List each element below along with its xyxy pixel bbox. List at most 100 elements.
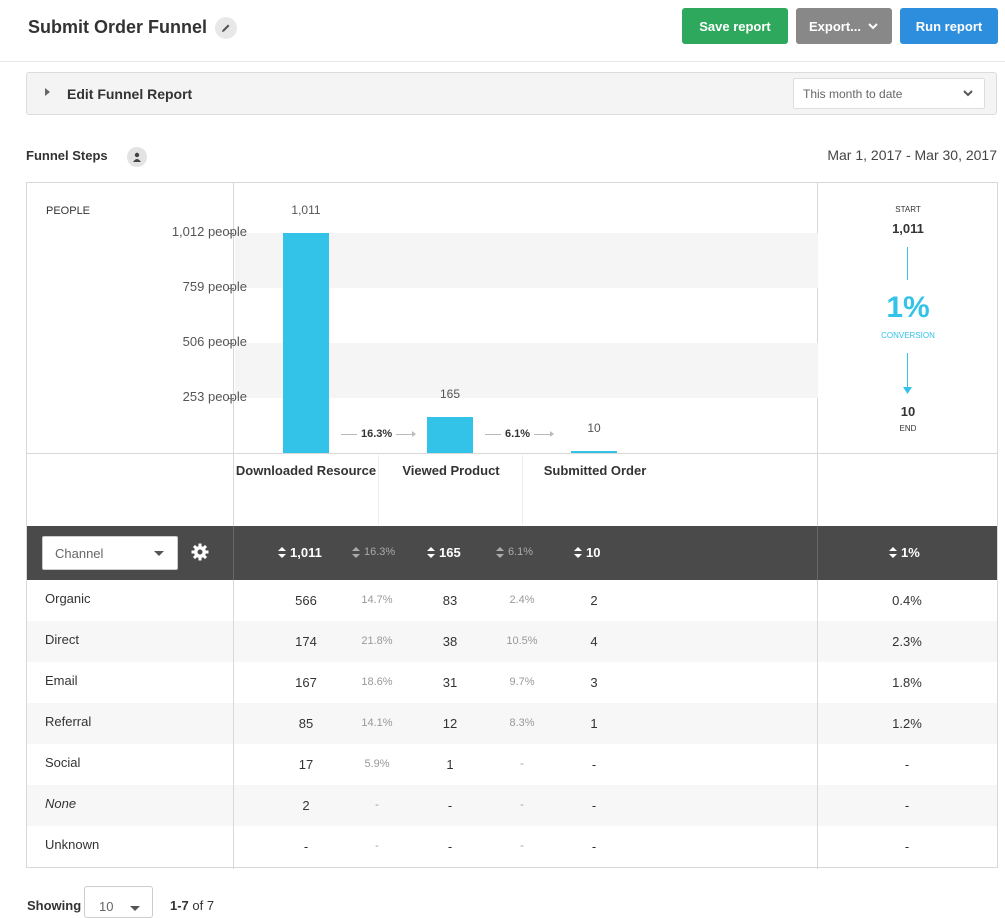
grid-band: [235, 233, 818, 288]
person-icon[interactable]: [127, 147, 147, 167]
row-cell-c2: -: [520, 840, 524, 852]
step-divider: [522, 455, 523, 525]
funnel-bar-downloaded-resource[interactable]: [283, 233, 329, 453]
row-cell-c2: 9.7%: [509, 676, 535, 688]
page-total: of 7: [192, 898, 215, 913]
run-report-button[interactable]: Run report: [900, 8, 998, 44]
sort-step2-header[interactable]: 165: [427, 545, 461, 560]
summary-conversion-pct: 1%: [886, 291, 930, 324]
sort-conv1-header[interactable]: 16.3%: [352, 546, 395, 558]
group-by-select[interactable]: Channel: [42, 536, 178, 570]
row-cell-c2: 10.5%: [506, 635, 538, 647]
row-cell-c2: 8.3%: [509, 717, 535, 729]
sort-icon: [352, 546, 360, 558]
row-cell-s2: -: [447, 798, 453, 813]
save-report-button[interactable]: Save report: [682, 8, 788, 44]
table-row: Organic 566 14.7% 83 2.4% 2 0.4%: [27, 580, 997, 621]
sort-step1-header[interactable]: 1,011: [278, 545, 322, 560]
sort-icon: [427, 547, 435, 558]
bar-value-label: 1,011: [291, 203, 321, 218]
page-title: Submit Order Funnel: [28, 17, 208, 37]
sort-conv2-header[interactable]: 6.1%: [496, 546, 533, 558]
y-tick-label: 1,012 people: [171, 224, 247, 239]
row-channel-name: Organic: [45, 591, 91, 606]
y-tick-mark: [229, 343, 234, 344]
row-cell-overall: -: [904, 798, 910, 813]
funnel-panel: PEOPLE 1,012 people 759 people 506 peopl…: [26, 182, 998, 869]
expand-caret-icon[interactable]: [45, 88, 50, 96]
total-overall: 1%: [901, 545, 920, 560]
row-cell-overall: 2.3%: [892, 634, 922, 649]
chevron-down-icon: [963, 90, 973, 97]
gear-icon[interactable]: [191, 543, 209, 561]
y-axis-label: PEOPLE: [46, 205, 91, 217]
summary-line: [907, 247, 908, 280]
export-button[interactable]: Export...: [796, 8, 892, 44]
row-channel-name: None: [45, 796, 77, 811]
row-cell-c2: 2.4%: [509, 594, 535, 606]
row-cell-c2: -: [520, 799, 524, 811]
row-cell-s1: 566: [295, 593, 317, 608]
row-cell-c1: 5.9%: [364, 758, 390, 770]
row-channel-name: Unknown: [45, 837, 100, 852]
date-range-select[interactable]: This month to date: [793, 78, 985, 109]
y-tick-mark: [229, 233, 234, 234]
row-cell-s3: 1: [590, 716, 598, 731]
table-row: Social 17 5.9% 1 - - -: [27, 744, 997, 785]
bar-value-label: 10: [587, 420, 601, 435]
row-cell-c1: 21.8%: [361, 635, 393, 647]
y-tick-label: 253 people: [182, 389, 247, 404]
total-step3: 10: [586, 545, 601, 560]
row-cell-c1: -: [375, 799, 379, 811]
row-cell-s3: -: [591, 839, 597, 854]
row-cell-s3: -: [591, 757, 597, 772]
summary-start-value: 1,011: [892, 221, 924, 236]
edit-funnel-label[interactable]: Edit Funnel Report: [67, 86, 193, 102]
dropdown-triangle-icon: [130, 906, 140, 911]
row-cell-s3: 2: [590, 593, 598, 608]
step-conversion-label: 6.1%: [505, 428, 531, 440]
arrow-down-icon: [903, 387, 912, 394]
export-label: Export...: [808, 18, 861, 34]
y-tick-label: 506 people: [182, 334, 247, 349]
row-cell-s3: 3: [590, 675, 598, 690]
row-cell-s1: 2: [302, 798, 310, 813]
edit-funnel-panel[interactable]: Edit Funnel Report This month to date: [26, 72, 997, 115]
date-range-text: Mar 1, 2017 - Mar 30, 2017: [827, 147, 997, 163]
row-cell-s1: 85: [298, 716, 314, 731]
total-step1: 1,011: [290, 545, 322, 560]
dropdown-triangle-icon: [154, 551, 164, 556]
sort-step3-header[interactable]: 10: [574, 545, 600, 560]
row-cell-overall: -: [904, 839, 910, 854]
row-channel-name: Direct: [45, 632, 79, 647]
funnel-bar-submitted-order[interactable]: [571, 450, 617, 453]
step-name-downloaded-resource: Downloaded Resource: [235, 463, 377, 478]
row-cell-s2: -: [447, 839, 453, 854]
group-by-value: Channel: [55, 546, 104, 561]
row-cell-s2: 83: [442, 593, 458, 608]
page-range: 1-7: [170, 898, 189, 913]
row-cell-c1: 18.6%: [361, 676, 393, 688]
summary-line: [907, 353, 908, 391]
funnel-bar-viewed-product[interactable]: [427, 417, 473, 453]
row-cell-overall: 1.2%: [892, 716, 922, 731]
column-divider: [233, 580, 234, 867]
table-row: Direct 174 21.8% 38 10.5% 4 2.3%: [27, 621, 997, 662]
funnel-steps-label: Funnel Steps: [26, 148, 108, 163]
table-row: Referral 85 14.1% 12 8.3% 1 1.2%: [27, 703, 997, 744]
sort-icon: [496, 546, 504, 558]
table-row: Email 167 18.6% 31 9.7% 3 1.8%: [27, 662, 997, 703]
column-divider: [233, 526, 234, 580]
row-cell-s1: 167: [295, 675, 317, 690]
row-channel-name: Email: [45, 673, 78, 688]
row-cell-overall: 0.4%: [892, 593, 922, 608]
row-cell-c2: -: [520, 758, 524, 770]
sort-overall-header[interactable]: 1%: [889, 545, 920, 560]
row-cell-c1: 14.7%: [361, 594, 393, 606]
edit-title-button[interactable]: [215, 17, 237, 39]
y-tick-mark: [229, 288, 234, 289]
total-conv2: 6.1%: [508, 546, 534, 558]
step-divider: [378, 455, 379, 525]
per-page-select[interactable]: 10: [84, 886, 153, 918]
step-conversion-label: 16.3%: [361, 428, 393, 440]
